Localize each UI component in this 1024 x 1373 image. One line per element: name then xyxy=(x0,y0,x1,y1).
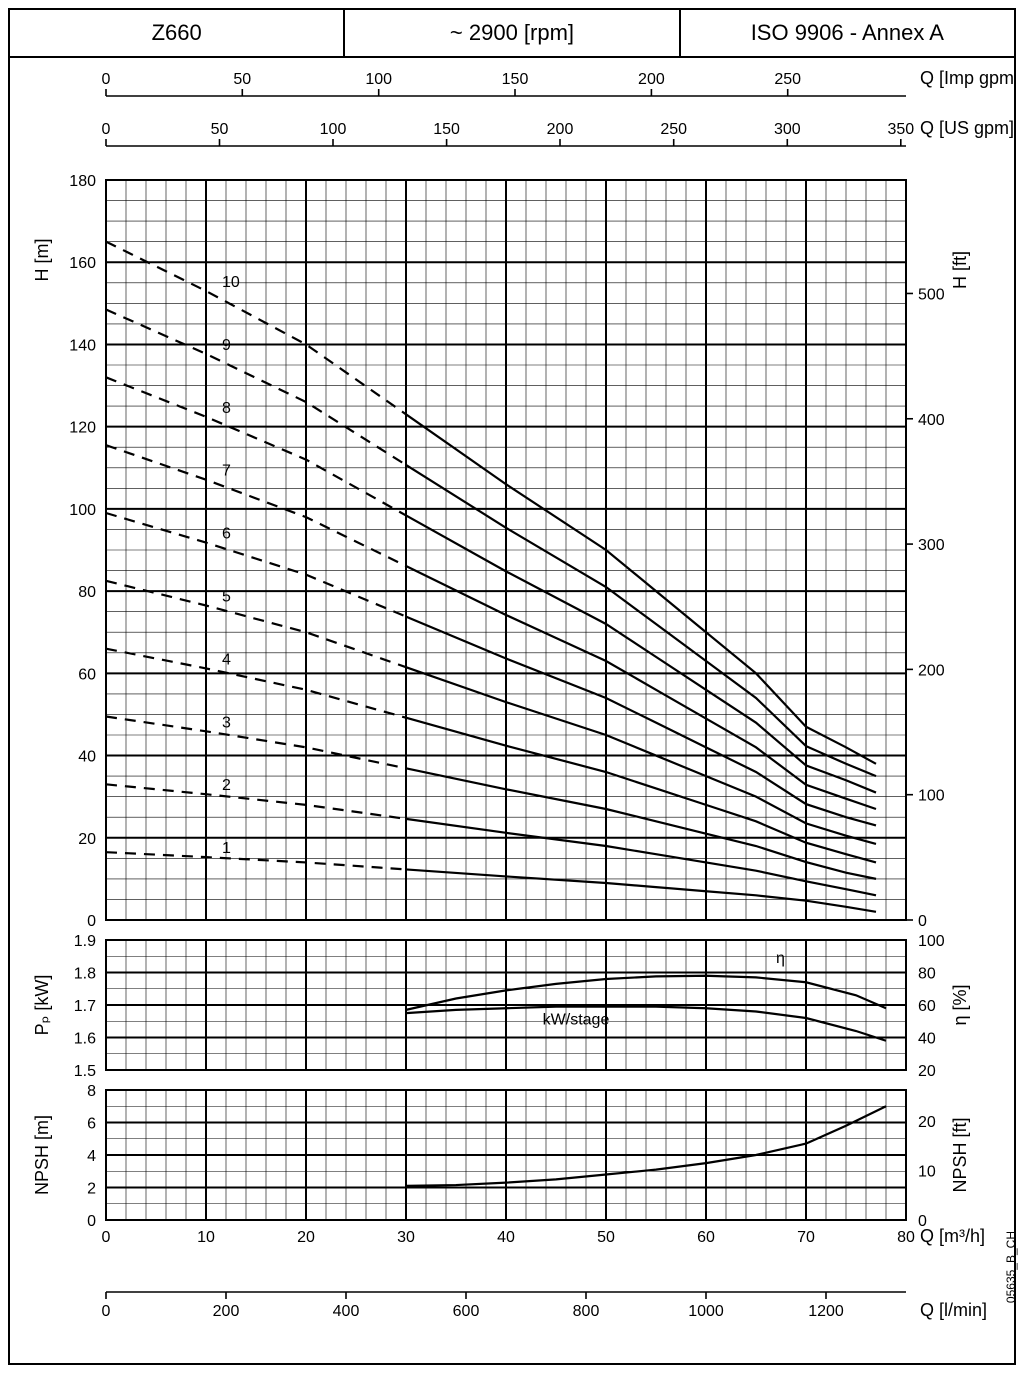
svg-text:6: 6 xyxy=(87,1116,96,1133)
svg-text:8: 8 xyxy=(87,1083,96,1100)
svg-text:150: 150 xyxy=(502,71,529,88)
svg-text:10: 10 xyxy=(197,1229,215,1246)
svg-text:0: 0 xyxy=(918,913,927,930)
svg-text:1.9: 1.9 xyxy=(74,933,96,950)
svg-text:0: 0 xyxy=(102,1303,111,1320)
svg-text:10: 10 xyxy=(222,274,240,291)
svg-text:500: 500 xyxy=(918,286,945,303)
svg-text:Q [US gpm]: Q [US gpm] xyxy=(920,118,1014,138)
svg-text:8: 8 xyxy=(222,400,231,417)
svg-text:200: 200 xyxy=(918,662,945,679)
svg-text:7: 7 xyxy=(222,463,231,480)
svg-text:120: 120 xyxy=(69,420,96,437)
svg-text:800: 800 xyxy=(573,1303,600,1320)
svg-text:η: η xyxy=(776,950,785,967)
svg-text:300: 300 xyxy=(774,121,801,138)
svg-text:80: 80 xyxy=(78,584,96,601)
svg-text:350: 350 xyxy=(887,121,914,138)
svg-text:50: 50 xyxy=(233,71,251,88)
svg-text:5: 5 xyxy=(222,589,231,606)
svg-text:400: 400 xyxy=(918,412,945,429)
svg-text:4: 4 xyxy=(222,651,231,668)
svg-text:60: 60 xyxy=(918,998,936,1015)
svg-text:100: 100 xyxy=(320,121,347,138)
svg-text:300: 300 xyxy=(918,537,945,554)
svg-text:180: 180 xyxy=(69,173,96,190)
svg-text:20: 20 xyxy=(297,1229,315,1246)
svg-text:Q [m³/h]: Q [m³/h] xyxy=(920,1226,985,1246)
svg-text:10: 10 xyxy=(918,1163,936,1180)
svg-text:1.6: 1.6 xyxy=(74,1031,96,1048)
svg-text:H [ft]: H [ft] xyxy=(950,251,970,289)
svg-text:40: 40 xyxy=(78,749,96,766)
svg-text:1.7: 1.7 xyxy=(74,998,96,1015)
svg-text:H [m]: H [m] xyxy=(32,239,52,282)
svg-text:600: 600 xyxy=(453,1303,480,1320)
svg-text:100: 100 xyxy=(918,788,945,805)
svg-text:80: 80 xyxy=(918,966,936,983)
svg-text:3: 3 xyxy=(222,714,231,731)
svg-text:η [%]: η [%] xyxy=(950,984,970,1025)
svg-text:Q [Imp gpm]: Q [Imp gpm] xyxy=(920,68,1014,88)
svg-text:2: 2 xyxy=(222,777,231,794)
svg-text:2: 2 xyxy=(87,1181,96,1198)
svg-text:50: 50 xyxy=(597,1229,615,1246)
svg-text:Pₚ [kW]: Pₚ [kW] xyxy=(32,975,52,1036)
svg-text:60: 60 xyxy=(78,666,96,683)
svg-text:200: 200 xyxy=(638,71,665,88)
svg-text:NPSH [m]: NPSH [m] xyxy=(32,1115,52,1195)
svg-text:250: 250 xyxy=(660,121,687,138)
drawing-code: 05635_B_CH xyxy=(1004,1231,1018,1303)
svg-text:9: 9 xyxy=(222,337,231,354)
svg-text:20: 20 xyxy=(918,1114,936,1131)
svg-text:100: 100 xyxy=(69,502,96,519)
svg-text:1: 1 xyxy=(222,840,231,857)
svg-text:kW/stage: kW/stage xyxy=(543,1012,610,1029)
svg-text:0: 0 xyxy=(87,1213,96,1230)
svg-text:Q [l/min]: Q [l/min] xyxy=(920,1300,987,1320)
svg-text:400: 400 xyxy=(333,1303,360,1320)
svg-text:6: 6 xyxy=(222,526,231,543)
svg-text:100: 100 xyxy=(918,933,945,950)
svg-text:0: 0 xyxy=(87,913,96,930)
svg-text:NPSH [ft]: NPSH [ft] xyxy=(950,1117,970,1192)
svg-text:100: 100 xyxy=(365,71,392,88)
svg-text:160: 160 xyxy=(69,255,96,272)
svg-text:1.5: 1.5 xyxy=(74,1063,96,1080)
svg-text:40: 40 xyxy=(497,1229,515,1246)
svg-text:1.8: 1.8 xyxy=(74,966,96,983)
svg-text:140: 140 xyxy=(69,337,96,354)
svg-text:0: 0 xyxy=(102,121,111,138)
svg-text:1200: 1200 xyxy=(808,1303,844,1320)
svg-text:60: 60 xyxy=(697,1229,715,1246)
svg-text:150: 150 xyxy=(433,121,460,138)
svg-text:30: 30 xyxy=(397,1229,415,1246)
svg-text:200: 200 xyxy=(213,1303,240,1320)
svg-text:250: 250 xyxy=(774,71,801,88)
svg-text:1000: 1000 xyxy=(688,1303,724,1320)
svg-text:0: 0 xyxy=(102,71,111,88)
svg-text:20: 20 xyxy=(918,1063,936,1080)
svg-text:40: 40 xyxy=(918,1031,936,1048)
svg-text:0: 0 xyxy=(102,1229,111,1246)
svg-text:80: 80 xyxy=(897,1229,915,1246)
svg-text:200: 200 xyxy=(547,121,574,138)
svg-text:20: 20 xyxy=(78,831,96,848)
svg-text:4: 4 xyxy=(87,1148,96,1165)
pump-curve-chart: 050100150200250Q [Imp gpm]05010015020025… xyxy=(10,10,1014,1365)
svg-text:70: 70 xyxy=(797,1229,815,1246)
svg-text:50: 50 xyxy=(211,121,229,138)
